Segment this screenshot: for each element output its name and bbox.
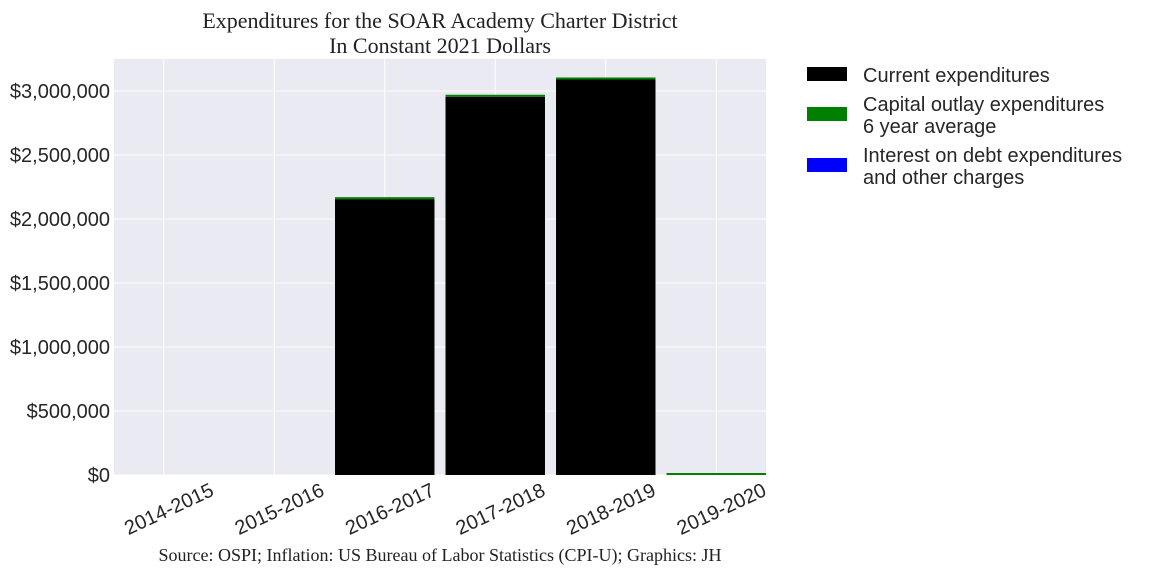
source-footer: Source: OSPI; Inflation: US Bureau of La… [159, 545, 722, 566]
y-tick-label: $2,000,000 [10, 209, 110, 231]
chart-subtitle: In Constant 2021 Dollars [329, 33, 551, 58]
legend-swatch [807, 107, 847, 121]
y-tick-label: $1,500,000 [10, 273, 110, 295]
bar-2017-2018-series-1 [445, 94, 545, 97]
legend-label: 6 year average [863, 116, 996, 138]
y-tick-label: $500,000 [27, 401, 110, 423]
x-tick-label: 2016-2017 [342, 479, 438, 539]
y-tick-label: $3,000,000 [10, 81, 110, 103]
legend: Current expenditures Capital outlay expen… [807, 65, 1122, 189]
legend-swatch [807, 158, 847, 172]
bar-2018-2019-series-0 [556, 79, 656, 475]
bar-2019-2020-series-1 [666, 473, 766, 475]
x-tick-label: 2017-2018 [453, 479, 549, 539]
bar-2017-2018-series-0 [445, 96, 545, 475]
x-tick-label: 2015-2016 [232, 479, 328, 539]
x-tick-label: 2019-2020 [674, 479, 770, 539]
legend-label: Current expenditures [863, 65, 1050, 87]
legend-label: Interest on debt expenditures [863, 145, 1122, 167]
x-tick-label: 2018-2019 [563, 479, 659, 539]
bar-2016-2017-series-1 [335, 197, 435, 200]
y-tick-label: $1,000,000 [10, 337, 110, 359]
legend-label: and other charges [863, 167, 1024, 189]
bars [335, 77, 766, 475]
chart-title: Expenditures for the SOAR Academy Charte… [202, 8, 677, 33]
bar-2018-2019-series-1 [556, 77, 656, 80]
plot-area [114, 59, 766, 475]
x-axis: 2014-2015 2015-2016 2016-2017 2017-2018 2018… [121, 479, 770, 539]
y-tick-label: $0 [88, 465, 110, 487]
legend-label: Capital outlay expenditures [863, 94, 1104, 116]
bar-2016-2017-series-0 [335, 199, 435, 475]
y-axis: $0 $500,000 $1,000,000 $1,500,000 $2,000,000… [10, 81, 110, 487]
x-tick-label: 2014-2015 [121, 479, 217, 539]
y-tick-label: $2,500,000 [10, 145, 110, 167]
legend-swatch [807, 67, 847, 81]
